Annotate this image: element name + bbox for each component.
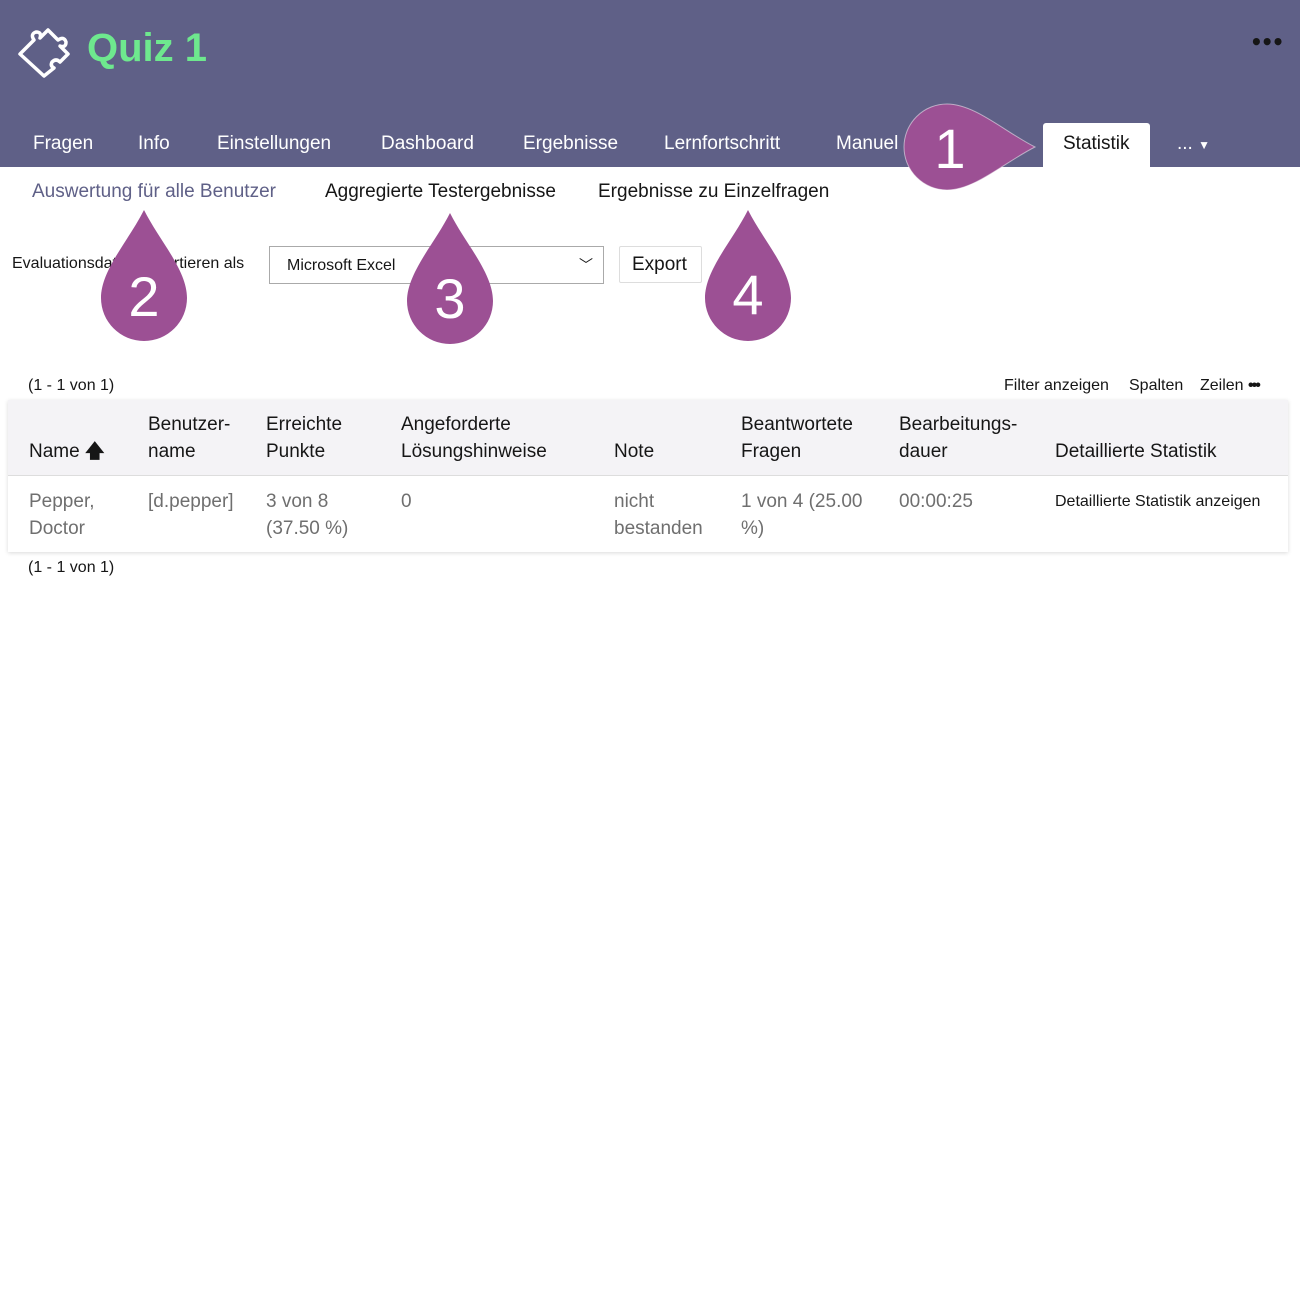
subtab-aggregiert[interactable]: Aggregierte Testergebnisse [325, 181, 556, 202]
export-button[interactable]: Export [619, 246, 702, 283]
cell-points: 3 von 8 [266, 491, 329, 512]
cell-answered: 1 von 4 (25.00 [741, 491, 863, 512]
rows-button[interactable]: Zeilen ••• [1200, 377, 1261, 395]
export-format-value: Microsoft Excel [287, 257, 396, 274]
column-header-duration[interactable]: Bearbeitungs-dauer [899, 411, 1017, 465]
cell-answered: %) [741, 518, 765, 539]
tab-manuell[interactable]: Manuel [836, 133, 899, 154]
marker-label: 2 [128, 265, 159, 328]
cell-hints: 0 [401, 491, 412, 512]
cell-username: [d.pepper] [148, 491, 234, 512]
column-header-username[interactable]: Benutzer-name [148, 411, 230, 465]
column-label: Beantwortete [741, 414, 853, 435]
cell-duration: 00:00:25 [899, 491, 973, 512]
cell-name: Doctor [29, 518, 85, 539]
marker-2: 2 [101, 210, 187, 341]
puzzle-icon [18, 28, 70, 78]
column-header-points[interactable]: Erreichte Punkte [266, 411, 342, 465]
column-label: Punkte [266, 441, 326, 462]
ellipsis-icon: ••• [1248, 377, 1261, 394]
column-header-hints[interactable]: Angeforderte Lösungshinweise [401, 411, 547, 465]
subtab-einzelfragen[interactable]: Ergebnisse zu Einzelfragen [598, 181, 830, 202]
column-label: dauer [899, 441, 948, 462]
column-header-grade[interactable]: Note [614, 441, 655, 462]
column-label: Bearbeitungs- [899, 414, 1018, 435]
page-title: Quiz 1 [87, 26, 208, 70]
columns-button[interactable]: Spalten [1129, 377, 1184, 394]
chevron-down-icon: ﹀ [579, 257, 593, 273]
rows-label: Zeilen [1200, 377, 1244, 394]
cell-grade: bestanden [614, 518, 703, 539]
pagination-count-top: (1 - 1 von 1) [28, 377, 115, 394]
column-label: Angeforderte [401, 414, 511, 435]
tab-ergebnisse[interactable]: Ergebnisse [523, 133, 619, 154]
cell-grade: nicht [614, 491, 655, 512]
ellipsis-icon[interactable]: ••• [1250, 30, 1284, 54]
column-label: name [148, 441, 196, 462]
cell-name: Pepper, [29, 491, 95, 512]
tab-fragen[interactable]: Fragen [33, 133, 94, 154]
results-table: Name 🡅 Benutzer-name Erreichte Punkte Ang… [8, 400, 1288, 552]
pagination-count-bottom: (1 - 1 von 1) [28, 559, 115, 576]
marker-label: 4 [732, 263, 763, 326]
export-format-select[interactable]: Microsoft Excel ﹀ [269, 246, 604, 284]
column-label: Benutzer- [148, 414, 231, 435]
column-label: Lösungshinweise [401, 441, 547, 462]
column-label: Fragen [741, 441, 802, 462]
tab-more-label: ... [1177, 133, 1193, 154]
column-header-name[interactable]: Name 🡅 [29, 438, 105, 465]
column-header-answered[interactable]: Beantwortete Fragen [741, 411, 853, 465]
tab-lernfortschritt[interactable]: Lernfortschritt [664, 133, 781, 154]
column-label: Erreichte [266, 414, 343, 435]
tab-dashboard[interactable]: Dashboard [381, 133, 474, 154]
tab-info[interactable]: Info [138, 133, 170, 154]
marker-4: 4 [705, 210, 791, 341]
cell-points: (37.50 %) [266, 518, 349, 539]
sort-ascending-icon: 🡅 [84, 441, 105, 462]
filter-button[interactable]: Filter anzeigen [1004, 377, 1109, 394]
table-header: Name 🡅 Benutzer-name Erreichte Punkte Ang… [8, 400, 1288, 476]
column-header-detail: Detaillierte Statistik [1055, 441, 1217, 462]
header: Quiz 1 ••• Fragen Info Einstellungen Das… [0, 0, 1300, 167]
column-label: Name [29, 441, 80, 462]
tab-einstellungen[interactable]: Einstellungen [217, 133, 332, 154]
subtab-auswertung[interactable]: Auswertung für alle Benutzer [32, 181, 276, 202]
export-label: Evaluationsdaten exportieren als [12, 255, 245, 272]
caret-down-icon: ▼ [1198, 138, 1211, 152]
tab-statistik[interactable]: Statistik [1043, 123, 1150, 167]
tab-more[interactable]: ... ▼ [1177, 133, 1210, 155]
detail-statistics-link[interactable]: Detaillierte Statistik anzeigen [1055, 493, 1261, 510]
